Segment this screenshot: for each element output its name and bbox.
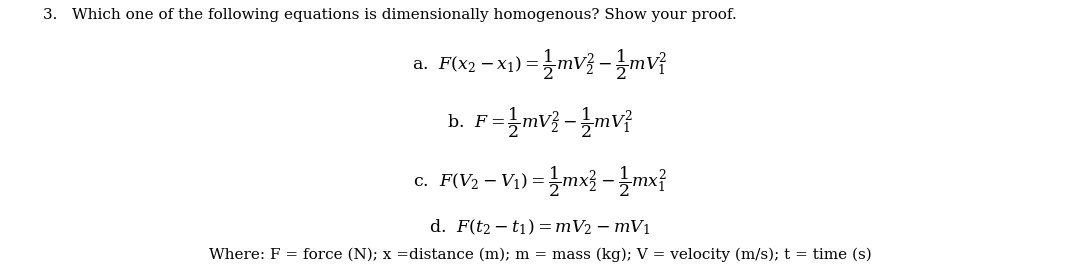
Text: a.  $F(x_2 - x_1) = \dfrac{1}{2}mV_2^2 - \dfrac{1}{2}mV_1^2$: a. $F(x_2 - x_1) = \dfrac{1}{2}mV_2^2 - … [413, 48, 667, 82]
Text: Where: F = force (N); x =distance (m); m = mass (kg); V = velocity (m/s); t = ti: Where: F = force (N); x =distance (m); m… [208, 248, 872, 262]
Text: 3.   Which one of the following equations is dimensionally homogenous? Show your: 3. Which one of the following equations … [43, 8, 737, 22]
Text: b.  $F = \dfrac{1}{2}mV_2^2 - \dfrac{1}{2}mV_1^2$: b. $F = \dfrac{1}{2}mV_2^2 - \dfrac{1}{2… [447, 106, 633, 140]
Text: d.  $F(t_2 - t_1) = mV_2 - mV_1$: d. $F(t_2 - t_1) = mV_2 - mV_1$ [430, 217, 650, 237]
Text: c.  $F(V_2 - V_1) = \dfrac{1}{2}mx_2^2 - \dfrac{1}{2}mx_1^2$: c. $F(V_2 - V_1) = \dfrac{1}{2}mx_2^2 - … [413, 164, 667, 199]
